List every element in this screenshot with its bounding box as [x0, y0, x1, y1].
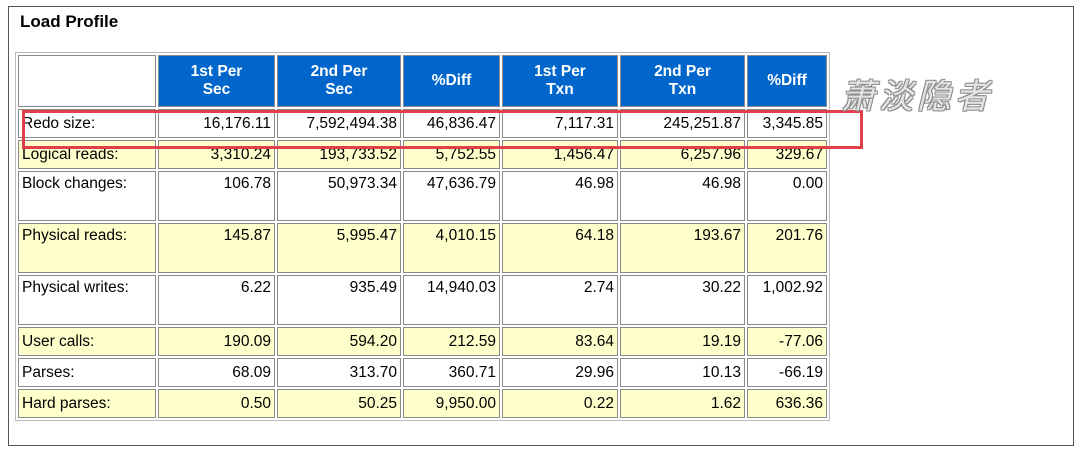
table-cell: 1,002.92: [747, 275, 827, 325]
table-cell: 19.19: [620, 327, 745, 356]
col-header-diff-txn: %Diff: [747, 55, 827, 107]
corner-header-cell: [18, 55, 156, 107]
table-cell: 7,117.31: [502, 109, 618, 138]
table-cell: 245,251.87: [620, 109, 745, 138]
table-cell: 9,950.00: [403, 389, 500, 418]
table-cell: 0.50: [158, 389, 275, 418]
table-cell: 594.20: [277, 327, 401, 356]
table-row: User calls: 190.09 594.20 212.59 83.64 19.19-…: [18, 327, 827, 356]
table-row: Physical reads: 145.87 5,995.47 4,010.15 64.…: [18, 223, 827, 273]
col-header-1st-per-sec: 1st Per Sec: [158, 55, 275, 107]
col-header-2nd-per-txn: 2nd Per Txn: [620, 55, 745, 107]
table-cell: -77.06: [747, 327, 827, 356]
table-cell: 2.74: [502, 275, 618, 325]
table-cell: 83.64: [502, 327, 618, 356]
table-cell: 7,592,494.38: [277, 109, 401, 138]
table-cell: 46.98: [502, 171, 618, 221]
table-cell: 47,636.79: [403, 171, 500, 221]
table-cell: 212.59: [403, 327, 500, 356]
table-cell: 0.22: [502, 389, 618, 418]
table-cell: 10.13: [620, 358, 745, 387]
table-cell: 5,752.55: [403, 140, 500, 169]
table-cell: 16,176.11: [158, 109, 275, 138]
table-cell: 360.71: [403, 358, 500, 387]
col-header-1st-per-txn: 1st Per Txn: [502, 55, 618, 107]
table-cell: 6,257.96: [620, 140, 745, 169]
table-row: Hard parses: 0.50 50.25 9,950.00 0.22 1.62 636…: [18, 389, 827, 418]
table-cell: 50.25: [277, 389, 401, 418]
highlight-box: [22, 110, 863, 149]
table-cell: 14,940.03: [403, 275, 500, 325]
table-cell: 68.09: [158, 358, 275, 387]
header-row: 1st Per Sec 2nd Per Sec %Diff 1st Per Txn 2…: [18, 55, 827, 107]
table-cell: 1,456.47: [502, 140, 618, 169]
table-cell: 4,010.15: [403, 223, 500, 273]
table-cell: 29.96: [502, 358, 618, 387]
table-cell: 6.22: [158, 275, 275, 325]
table-cell: 1.62: [620, 389, 745, 418]
row-label: Block changes:: [18, 171, 156, 221]
table-cell: 5,995.47: [277, 223, 401, 273]
table-cell: 3,310.24: [158, 140, 275, 169]
table-row: Block changes: 106.78 50,973.34 47,636.79 46…: [18, 171, 827, 221]
table-cell: 935.49: [277, 275, 401, 325]
table-row: Parses: 68.09 313.70 360.71 29.96 10.13 -66.19: [18, 358, 827, 387]
row-label: Physical writes:: [18, 275, 156, 325]
table-row: Redo size: 16,176.11 7,592,494.38 46,836.47…: [18, 109, 827, 138]
table-cell: 193,733.52: [277, 140, 401, 169]
row-label: User calls:: [18, 327, 156, 356]
table-cell: 145.87: [158, 223, 275, 273]
table-row: Physical writes: 6.22 935.49 14,940.03 2.74 3…: [18, 275, 827, 325]
table-row: Logical reads: 3,310.24 193,733.52 5,752.55…: [18, 140, 827, 169]
table-cell: 46.98: [620, 171, 745, 221]
table-cell: 201.76: [747, 223, 827, 273]
table-cell: 313.70: [277, 358, 401, 387]
row-label: Hard parses:: [18, 389, 156, 418]
table-cell: -66.19: [747, 358, 827, 387]
load-profile-table: 1st Per Sec 2nd Per Sec %Diff 1st Per Txn 2…: [15, 52, 830, 421]
table-cell: 329.67: [747, 140, 827, 169]
table-cell: 3,345.85: [747, 109, 827, 138]
table-cell: 46,836.47: [403, 109, 500, 138]
table-cell: 30.22: [620, 275, 745, 325]
table-cell: 64.18: [502, 223, 618, 273]
row-label: Logical reads:: [18, 140, 156, 169]
table-cell: 106.78: [158, 171, 275, 221]
table-cell: 636.36: [747, 389, 827, 418]
watermark-image: 萧淡隐者: [841, 77, 993, 117]
section-title: Load Profile: [20, 12, 119, 31]
row-label: Redo size:: [18, 109, 156, 138]
col-header-2nd-per-sec: 2nd Per Sec: [277, 55, 401, 107]
col-header-diff-sec: %Diff: [403, 55, 500, 107]
table-cell: 0.00: [747, 171, 827, 221]
row-label: Parses:: [18, 358, 156, 387]
table-cell: 50,973.34: [277, 171, 401, 221]
table-cell: 193.67: [620, 223, 745, 273]
row-label: Physical reads:: [18, 223, 156, 273]
table-cell: 190.09: [158, 327, 275, 356]
